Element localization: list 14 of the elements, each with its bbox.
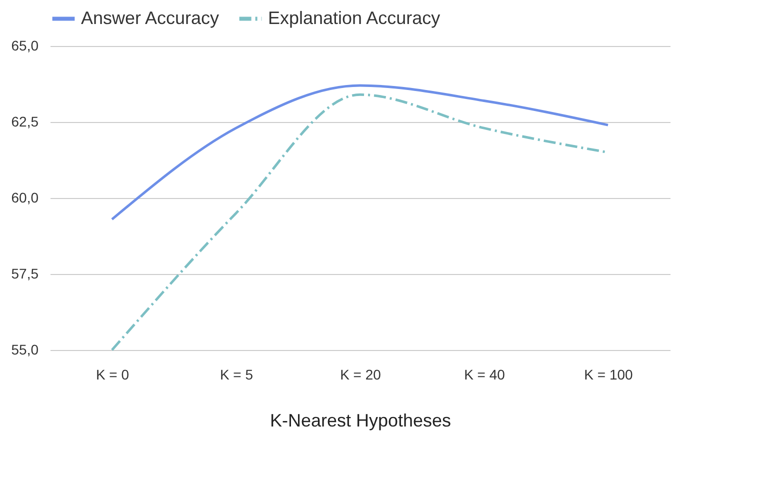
y-tick-label: 55,0	[11, 342, 39, 358]
x-tick-label: K = 40	[464, 366, 506, 382]
y-tick-label: 60,0	[11, 190, 39, 206]
legend-label: Explanation Accuracy	[268, 8, 440, 28]
y-tick-label: 65,0	[11, 38, 39, 54]
line-series	[110, 84, 610, 221]
legend-label: Answer Accuracy	[81, 8, 220, 28]
y-tick-label: 57,5	[11, 266, 39, 282]
x-tick-label: K = 5	[220, 366, 254, 382]
x-tick-label: K = 20	[340, 366, 382, 382]
x-tick-label: K = 0	[96, 366, 130, 382]
x-tick-label: K = 100	[584, 366, 634, 382]
y-tick-label: 62,5	[11, 114, 39, 130]
x-axis-title: K-Nearest Hypotheses	[270, 410, 452, 430]
